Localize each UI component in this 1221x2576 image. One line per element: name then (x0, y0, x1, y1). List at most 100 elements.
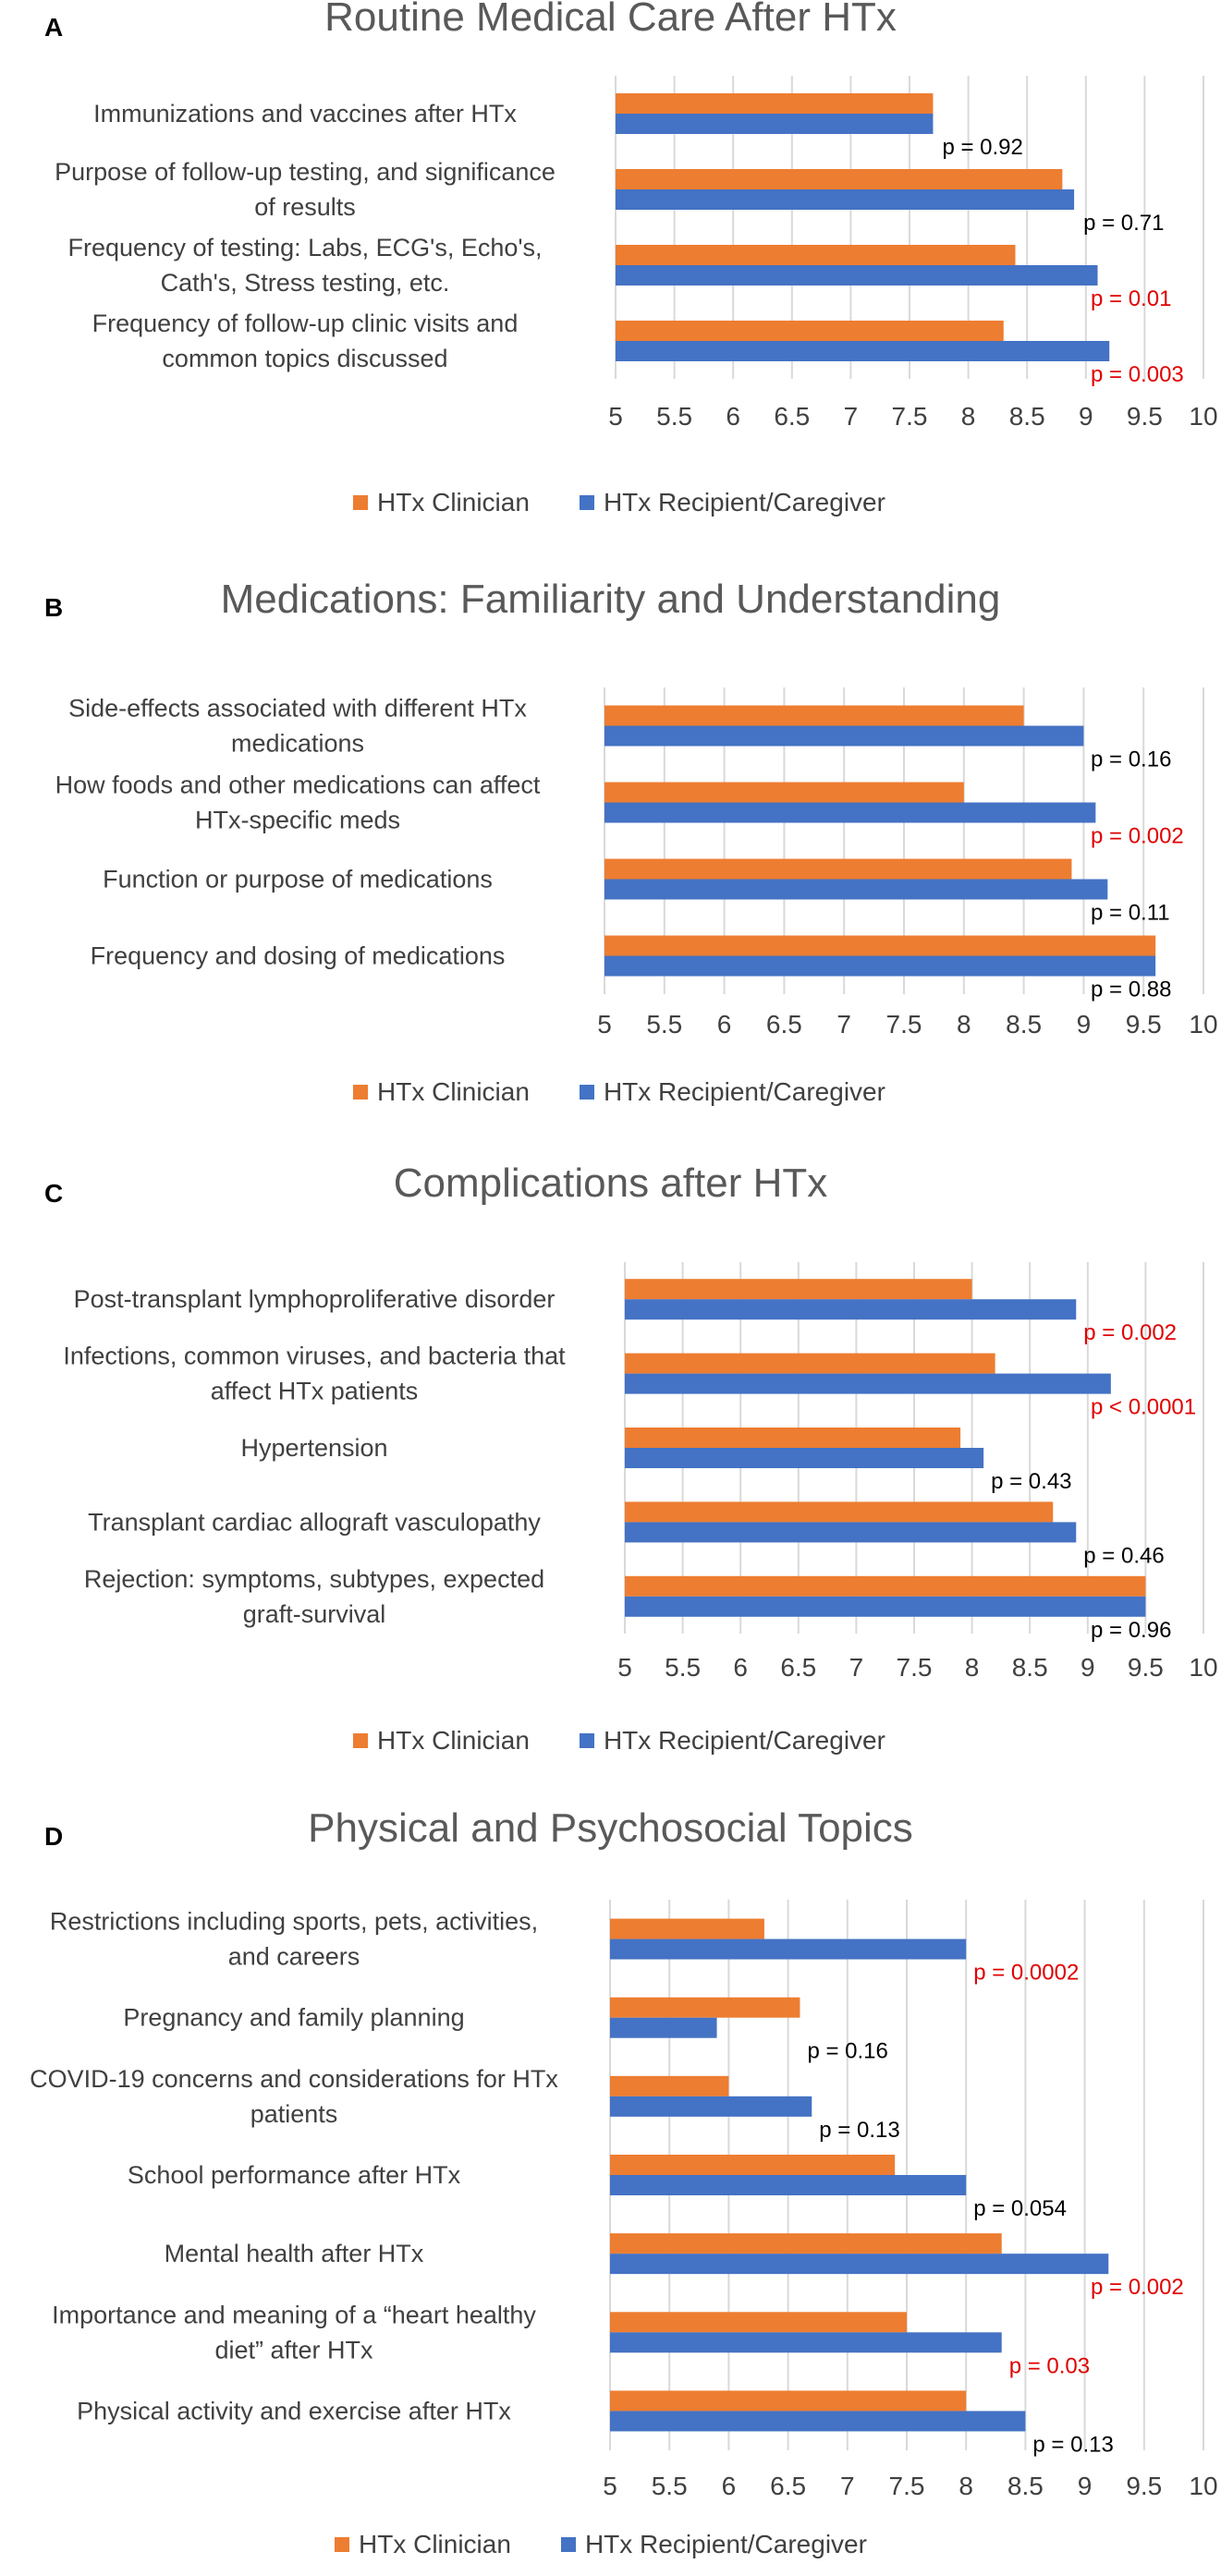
p-value-label: p = 0.13 (1032, 2432, 1113, 2457)
bar-clinician (610, 2312, 907, 2333)
bar-clinician (625, 1575, 1146, 1597)
x-tick-label: 10 (1189, 2472, 1217, 2500)
bar-clinician (616, 245, 1016, 265)
bar-clinician (616, 169, 1063, 189)
bar-recipient (616, 189, 1075, 210)
category-label: How foods and other medications can affe… (55, 772, 541, 799)
x-tick-label: 10 (1189, 1653, 1217, 1682)
bar-clinician (604, 782, 964, 803)
legend-swatch-recipient (579, 1732, 594, 1748)
bar-clinician (616, 321, 1004, 341)
x-tick-label: 8 (957, 1010, 971, 1039)
category-label: diet” after HTx (214, 2336, 373, 2363)
x-tick-label: 6.5 (774, 402, 810, 431)
x-tick-label: 9 (1078, 2472, 1093, 2500)
p-value-label: p = 0.11 (1091, 901, 1170, 926)
p-value-label: p = 0.003 (1091, 362, 1184, 387)
p-value-label: p = 0.01 (1091, 286, 1171, 311)
category-label: HTx-specific meds (195, 807, 400, 834)
legend-swatch-recipient (579, 1084, 594, 1100)
bar-recipient (610, 2175, 967, 2195)
category-label: graft-survival (243, 1600, 386, 1628)
x-tick-label: 7.5 (889, 2472, 925, 2500)
chart-plot: 5 5.5 6 6.5 7 7.5 8 8.5 9 9.5 10 Restrictions inclu… (30, 1900, 1218, 2500)
x-tick-label: 5.5 (665, 1653, 701, 1682)
chart-legend: HTx Clinician HTx Recipient/Caregiver (353, 488, 935, 517)
x-tick-label: 8.5 (1012, 1653, 1048, 1682)
p-value-label: p = 0.71 (1083, 211, 1164, 236)
x-tick-label: 5.5 (652, 2472, 688, 2500)
bar-recipient (604, 725, 1084, 747)
bar-clinician (604, 705, 1024, 726)
p-value-label: p = 0.43 (991, 1469, 1071, 1494)
panel-letter: B (44, 593, 64, 622)
x-tick-label: 9.5 (1126, 2472, 1162, 2500)
p-value-label: p = 0.96 (1091, 1618, 1171, 1643)
category-label: patients (250, 2100, 338, 2128)
x-tick-label: 7 (849, 1653, 864, 1682)
legend-label-recipient: HTx Recipient/Caregiver (603, 1077, 885, 1106)
category-label: Purpose of follow-up testing, and signif… (55, 158, 556, 186)
x-tick-label: 7.5 (892, 402, 928, 431)
category-label: and careers (228, 1943, 360, 1971)
category-label: Immunizations and vaccines after HTx (93, 100, 517, 128)
bar-clinician (604, 935, 1156, 956)
x-tick-label: 7 (836, 1010, 851, 1039)
bar-recipient (604, 802, 1096, 823)
bar-recipient (625, 1596, 1146, 1617)
x-tick-label: 8 (961, 402, 976, 431)
x-tick-label: 6 (733, 1653, 748, 1682)
chart-title: Routine Medical Care After HTx (324, 0, 897, 40)
category-label: Mental health after HTx (165, 2240, 424, 2267)
bar-recipient (625, 1522, 1077, 1543)
chart-title: Complications after HTx (393, 1160, 828, 1206)
chart-plot: 5 5.5 6 6.5 7 7.5 8 8.5 9 9.5 10 Side-effects assoc… (55, 687, 1218, 1039)
p-value-label: p = 0.002 (1091, 2275, 1184, 2300)
x-tick-label: 5 (617, 1653, 632, 1682)
x-tick-label: 10 (1189, 402, 1217, 431)
category-label: Frequency and dosing of medications (91, 942, 506, 970)
x-tick-label: 9.5 (1126, 1010, 1162, 1039)
legend-swatch-recipient (579, 494, 594, 510)
p-value-label: p = 0.16 (807, 2039, 887, 2064)
x-tick-label: 10 (1189, 1010, 1217, 1039)
category-label: of results (254, 193, 356, 221)
x-tick-label: 6.5 (770, 2472, 806, 2500)
category-label: Pregnancy and family planning (123, 2004, 464, 2032)
category-label: medications (231, 730, 364, 758)
p-value-label: p = 0.002 (1083, 1320, 1177, 1345)
x-tick-label: 8 (958, 2472, 973, 2500)
bar-recipient (610, 2254, 1109, 2275)
chart-legend: HTx Clinician HTx Recipient/Caregiver (353, 1726, 935, 1756)
x-tick-label: 5.5 (656, 402, 692, 431)
x-tick-label: 8.5 (1007, 2472, 1044, 2500)
p-value-label: p = 0.13 (819, 2118, 899, 2143)
legend-label-clinician: HTx Clinician (377, 1726, 530, 1755)
legend-label-recipient: HTx Recipient/Caregiver (603, 488, 885, 516)
category-label: Frequency of follow-up clinic visits and (92, 310, 519, 337)
bar-recipient (610, 2017, 717, 2038)
bar-clinician (610, 1918, 764, 1939)
chart-plot: 5 5.5 6 6.5 7 7.5 8 8.5 9 9.5 10 Immunizations and … (55, 76, 1218, 431)
p-value-label: p = 0.03 (1009, 2353, 1090, 2378)
category-label: Post-transplant lymphoproliferative diso… (74, 1285, 556, 1313)
bar-clinician (610, 1997, 800, 2018)
x-tick-label: 9.5 (1128, 1653, 1164, 1682)
category-label: Restrictions including sports, pets, act… (50, 1908, 538, 1936)
chart-legend: HTx Clinician HTx Recipient/Caregiver (335, 2530, 917, 2559)
panel-letter: D (44, 1822, 64, 1851)
bar-clinician (625, 1279, 972, 1300)
category-label: COVID-19 concerns and considerations for… (30, 2065, 558, 2093)
x-tick-label: 9 (1079, 402, 1093, 431)
bar-recipient (610, 2411, 1026, 2432)
category-label: School performance after HTx (128, 2161, 461, 2189)
category-label: Infections, common viruses, and bacteria… (63, 1343, 566, 1370)
bar-clinician (610, 2390, 967, 2412)
bar-recipient (610, 1938, 967, 1960)
x-tick-label: 6 (726, 402, 740, 431)
category-label: Transplant cardiac allograft vasculopath… (88, 1508, 541, 1536)
bar-clinician (610, 2075, 729, 2096)
bar-recipient (616, 341, 1110, 361)
category-label: Side-effects associated with different H… (68, 695, 527, 723)
p-value-label: p = 0.92 (942, 135, 1022, 160)
